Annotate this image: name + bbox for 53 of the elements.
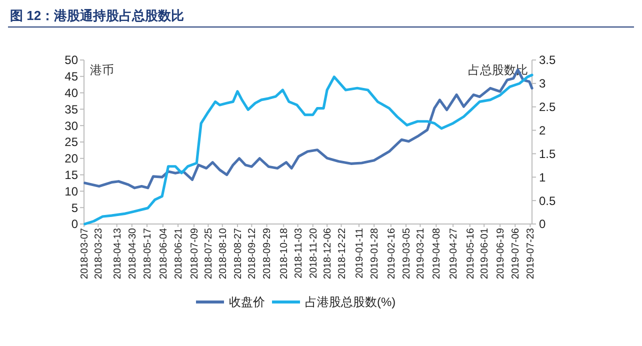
y-tick-label: 15 <box>64 168 78 182</box>
y-axis-title: 港币 <box>90 63 114 77</box>
x-tick-label: 2018-11-03 <box>293 228 304 278</box>
x-tick-label: 2019-06-01 <box>480 228 491 280</box>
y2-tick-label: 3.5 <box>539 53 556 68</box>
x-tick-label: 2019-05-16 <box>465 228 476 280</box>
y-tick-label: 45 <box>64 70 78 84</box>
y2-tick-label: 1 <box>539 170 546 184</box>
x-tick-label: 2018-12-06 <box>322 228 334 280</box>
x-tick-label: 2018-07-09 <box>190 228 201 280</box>
x-tick-label: 2018-03-07 <box>80 228 90 280</box>
x-tick-label: 2019-01-28 <box>370 228 381 280</box>
x-tick-label: 2019-07-23 <box>526 228 537 280</box>
y2-tick-label: 3 <box>539 76 546 91</box>
x-tick-label: 2019-04-27 <box>448 228 460 280</box>
x-tick-label: 2018-04-30 <box>127 228 138 280</box>
x-tick-label: 2018-06-21 <box>174 228 185 280</box>
legend-label: 占港股总股数(%) <box>305 295 396 310</box>
x-tick-label: 2018-08-27 <box>232 228 244 280</box>
x-tick-label: 2018-04-13 <box>112 228 124 280</box>
chart-title: 图 12：港股通持股占总股数比 <box>10 8 184 23</box>
y-tick-label: 50 <box>64 53 78 68</box>
x-tick-label: 2018-06-04 <box>158 228 170 280</box>
x-tick-label: 2018-08-10 <box>218 228 229 280</box>
y-tick-label: 5 <box>71 200 78 215</box>
x-tick-label: 2019-01-11 <box>354 228 366 278</box>
x-tick-label: 2018-12-22 <box>336 228 348 280</box>
y-tick-label: 25 <box>64 135 78 150</box>
x-tick-label: 2018-03-23 <box>94 228 105 280</box>
y2-tick-label: 1.5 <box>539 146 556 161</box>
y-tick-label: 10 <box>64 184 78 198</box>
x-tick-label: 2018-10-18 <box>279 228 290 280</box>
y2-tick-label: 2 <box>539 123 546 138</box>
x-tick-label: 2019-03-21 <box>416 228 427 280</box>
legend-label: 收盘价 <box>229 295 265 310</box>
x-tick-label: 2019-03-05 <box>402 228 413 280</box>
y-tick-label: 30 <box>64 118 78 133</box>
y-tick-label: 40 <box>64 86 78 100</box>
x-tick-label: 2018-07-25 <box>204 228 215 280</box>
y-tick-label: 35 <box>64 102 78 116</box>
x-tick-label: 2019-06-19 <box>496 228 507 280</box>
x-tick-label: 2019-07-06 <box>510 228 522 280</box>
y2-tick-label: 2.5 <box>539 100 556 114</box>
y2-tick-label: 0.5 <box>539 194 556 208</box>
y-tick-label: 20 <box>64 152 78 166</box>
x-tick-label: 2018-09-29 <box>262 228 274 280</box>
x-tick-label: 2019-04-08 <box>432 228 443 280</box>
x-tick-label: 2018-09-12 <box>247 228 258 280</box>
x-tick-label: 2018-05-17 <box>142 228 154 280</box>
x-tick-label: 2018-11-20 <box>308 228 320 278</box>
y-tick-label: 0 <box>71 217 78 232</box>
y2-tick-label: 0 <box>539 217 546 232</box>
x-tick-label: 2019-02-16 <box>386 228 398 280</box>
